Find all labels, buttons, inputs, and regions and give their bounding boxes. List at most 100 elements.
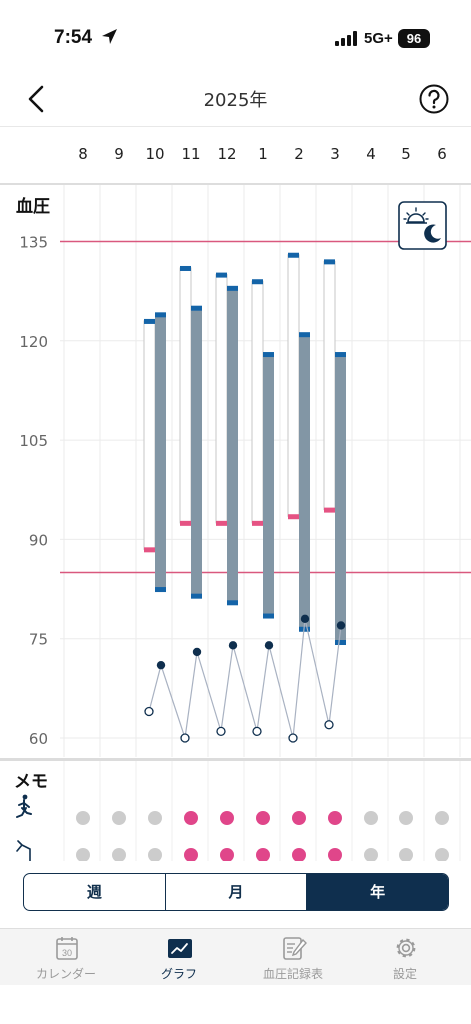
period-tab-month[interactable]: 月 <box>166 874 308 910</box>
memo-dot <box>256 848 270 861</box>
memo-dot <box>112 848 126 861</box>
range-bar-bottom-cap <box>335 640 346 646</box>
month-label: 1 <box>258 145 268 163</box>
sun-rays <box>403 207 429 220</box>
tab-calendar[interactable]: 30 カレンダー <box>11 929 121 985</box>
memo-grid <box>16 761 461 861</box>
month-label: 12 <box>217 145 237 163</box>
y-tick-label: 75 <box>29 631 48 649</box>
range-bar-bottom-marker <box>324 507 335 513</box>
battery-icon: 96 <box>398 29 430 48</box>
period-segmented-control: 週 月 年 <box>23 873 449 911</box>
range-bar-filled <box>227 287 238 603</box>
y-tick-label: 105 <box>19 432 48 450</box>
navigation-bar: 2025年 <box>0 70 471 127</box>
range-bar-top-cap <box>252 279 263 285</box>
memo-dot <box>148 811 162 825</box>
tab-record-sheet[interactable]: 血圧記録表 <box>238 929 348 985</box>
memo-dot <box>256 811 270 825</box>
calendar-icon-number: 30 <box>62 948 72 958</box>
range-bar-top-cap <box>324 259 335 265</box>
memo-dot <box>76 848 90 861</box>
range-bar-top-cap <box>227 285 238 291</box>
memo-dot <box>220 811 234 825</box>
high-value-point <box>336 621 346 630</box>
trend-line <box>148 618 342 739</box>
range-bar-top-cap <box>288 252 299 258</box>
range-bar-top-cap <box>335 352 346 358</box>
tab-graph[interactable]: グラフ <box>124 929 234 985</box>
high-value-point <box>156 660 166 670</box>
home-indicator-area <box>0 985 471 1024</box>
signal-strength-icon <box>335 31 357 46</box>
month-label: 5 <box>401 145 411 163</box>
day-night-toggle-button[interactable] <box>398 201 447 250</box>
range-bar-bottom-marker <box>252 520 263 526</box>
tab-calendar-label: カレンダー <box>35 967 96 981</box>
tab-settings[interactable]: 設定 <box>350 929 460 985</box>
y-tick-label: 120 <box>19 333 48 351</box>
y-tick-label: 135 <box>19 234 48 252</box>
status-time: 7:54 <box>54 27 93 48</box>
memo-dot <box>328 848 342 861</box>
memo-dot <box>220 848 234 861</box>
tab-settings-label: 設定 <box>392 967 417 981</box>
range-bar-top-cap <box>180 265 191 271</box>
range-bar-outline <box>179 267 192 524</box>
range-bar-filled <box>191 307 202 596</box>
high-value-point <box>192 647 202 657</box>
range-bar-top-cap <box>191 305 202 311</box>
range-bar-bottom-cap <box>263 613 274 619</box>
range-bar-bottom-marker <box>180 520 191 526</box>
range-bar-outline <box>251 280 264 524</box>
period-tab-week[interactable]: 週 <box>24 874 166 910</box>
month-label: 8 <box>78 145 88 163</box>
low-value-point <box>288 733 298 743</box>
range-bar-outline <box>215 274 228 524</box>
status-bar: 7:54 5G+ 96 <box>0 0 471 70</box>
range-bar-outline <box>323 260 336 511</box>
range-bar-top-cap <box>144 318 155 324</box>
y-tick-label: 60 <box>29 730 48 748</box>
period-tab-year[interactable]: 年 <box>307 874 448 910</box>
memo-dot <box>364 848 378 861</box>
range-bar-bottom-cap <box>155 587 166 593</box>
range-bar-filled <box>335 354 346 643</box>
back-chevron-icon[interactable] <box>24 84 50 114</box>
range-bar-top-cap <box>155 312 166 318</box>
range-bar-outline <box>143 320 156 550</box>
help-icon[interactable] <box>419 84 449 114</box>
range-bar-top-cap <box>216 272 227 278</box>
memo-dot <box>435 811 449 825</box>
tab-bar: 30 カレンダー グラフ 血圧記録表 設定 <box>0 928 471 985</box>
month-label: 3 <box>330 145 340 163</box>
month-header: 8 9 10 11 12 1 2 3 4 5 6 <box>0 127 471 185</box>
month-label: 6 <box>437 145 447 163</box>
location-arrow-icon <box>102 29 117 44</box>
chart-canvas: 135 120 105 90 75 60 血圧 <box>16 185 471 757</box>
alcohol-icon <box>16 840 31 861</box>
range-bar-top-cap <box>299 332 310 338</box>
low-value-point <box>216 726 226 737</box>
month-label: 11 <box>181 145 201 163</box>
y-axis-label: 血圧 <box>16 196 50 217</box>
low-value-point <box>180 733 190 743</box>
high-value-point <box>300 614 310 624</box>
walking-icon-head <box>22 794 28 800</box>
memo-dot <box>148 848 162 861</box>
range-bar-bottom-cap <box>227 600 238 606</box>
month-label: 2 <box>294 145 304 163</box>
range-bar-filled <box>263 354 274 616</box>
range-bar-top-cap <box>263 352 274 358</box>
month-label: 9 <box>114 145 124 163</box>
y-tick-label: 90 <box>29 531 48 549</box>
tab-record-sheet-label: 血圧記録表 <box>262 967 323 981</box>
range-bar-bottom-marker <box>288 514 299 520</box>
low-value-point <box>252 726 262 737</box>
memo-dot <box>328 811 342 825</box>
graph-icon <box>168 939 192 958</box>
low-value-point <box>324 720 334 730</box>
memo-section: メモ <box>0 758 471 861</box>
memo-dot <box>292 811 306 825</box>
high-value-point <box>264 641 274 650</box>
